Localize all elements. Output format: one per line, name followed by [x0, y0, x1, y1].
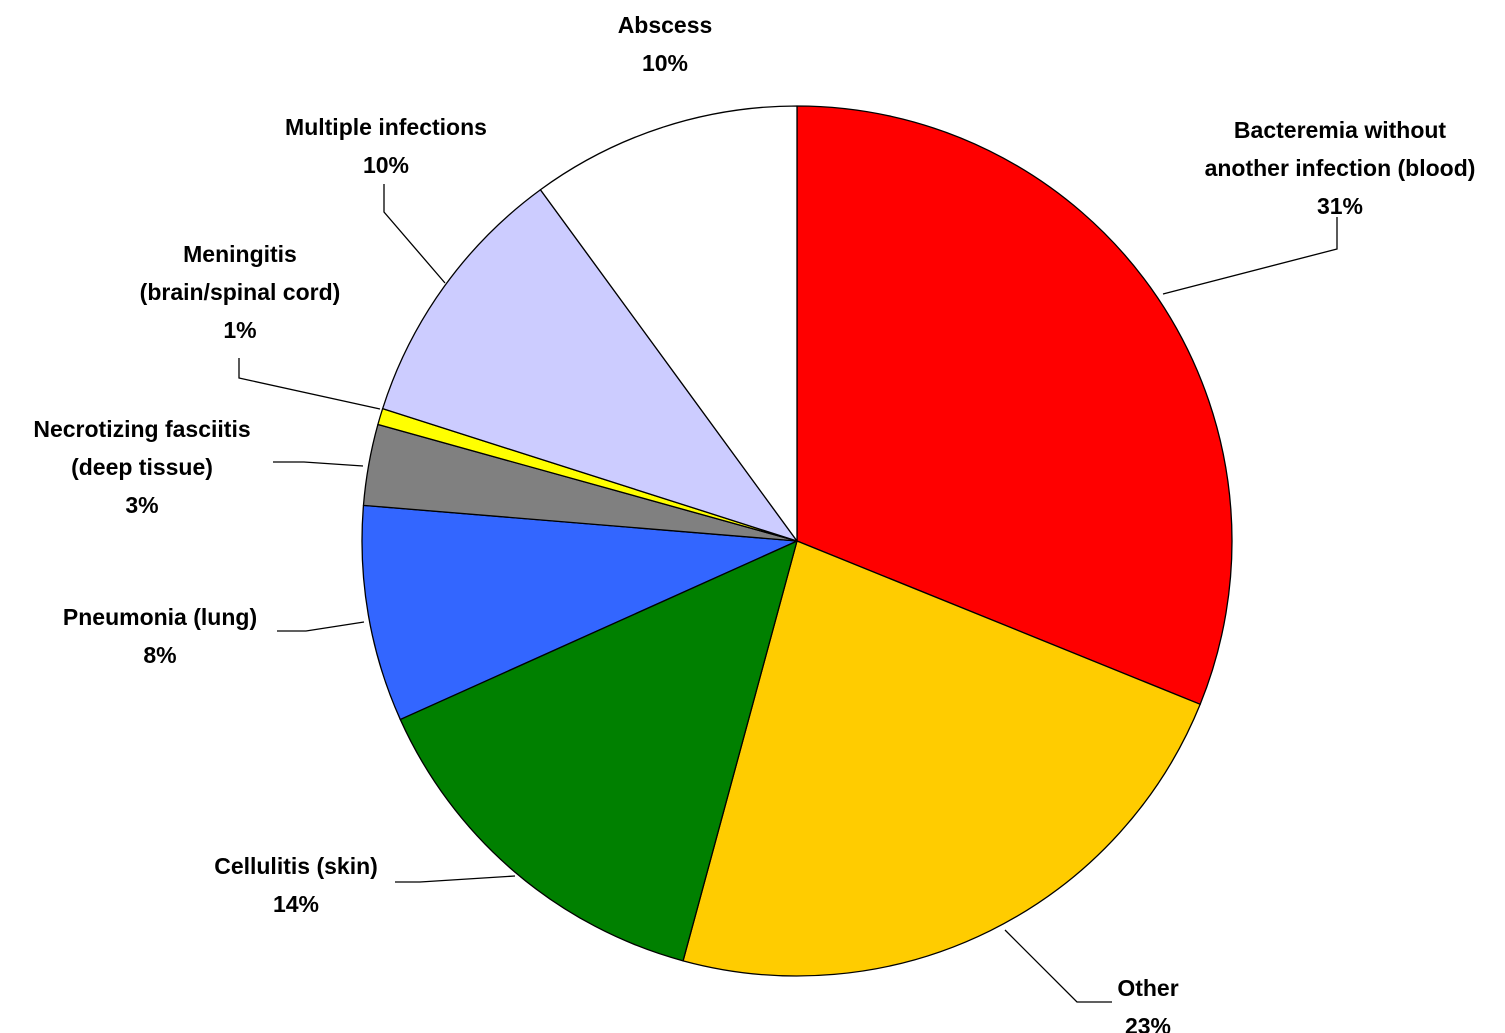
slice-label: Other 23% — [1117, 975, 1178, 1033]
leader-line — [383, 184, 446, 284]
slice-value-label: 23% — [1125, 1013, 1171, 1033]
slice-name-label: Multiple infections — [285, 114, 487, 140]
slice-name-label: (deep tissue) — [71, 454, 213, 480]
leader-line — [238, 358, 381, 410]
slice-value-label: 10% — [642, 50, 688, 76]
slice-name-label: Abscess — [618, 12, 713, 38]
pie-slice — [361, 504, 798, 721]
slice-value-label: 14% — [273, 891, 319, 917]
pie-slice — [682, 540, 1201, 977]
slice-value-label: 10% — [363, 152, 409, 178]
slice-label: Pneumonia (lung) 8% — [63, 604, 257, 668]
slice-label: Multiple infections 10% — [285, 114, 487, 178]
leader-line — [277, 621, 365, 632]
slice-name-label: Pneumonia (lung) — [63, 604, 257, 630]
slice-name-label: Other — [1117, 975, 1178, 1001]
slice-value-label: 8% — [143, 642, 176, 668]
slice-label: Bacteremia without another infection (blo… — [1205, 117, 1476, 219]
slice-value-label: 1% — [223, 317, 256, 343]
leader-lines — [238, 184, 1338, 1003]
leader-line — [1004, 929, 1112, 1003]
slice-label: Meningitis (brain/spinal cord) 1% — [140, 241, 341, 343]
slice-value-label: 3% — [125, 492, 158, 518]
pie-slices — [361, 105, 1233, 977]
slice-labels: Bacteremia without another infection (blo… — [33, 12, 1475, 1033]
slice-label: Necrotizing fasciitis (deep tissue) 3% — [33, 416, 250, 518]
leader-line — [1162, 217, 1338, 295]
pie-slice — [796, 105, 1233, 705]
slice-value-label: 31% — [1317, 193, 1363, 219]
slice-name-label: Necrotizing fasciitis — [33, 416, 250, 442]
pie-slice — [399, 540, 798, 962]
slice-name-label: (brain/spinal cord) — [140, 279, 341, 305]
slice-label: Cellulitis (skin) 14% — [214, 853, 378, 917]
slice-label: Abscess 10% — [618, 12, 713, 76]
slice-name-label: another infection (blood) — [1205, 155, 1476, 181]
slice-name-label: Meningitis — [183, 241, 297, 267]
leader-line — [273, 461, 364, 467]
slice-name-label: Bacteremia without — [1234, 117, 1446, 143]
leader-line — [395, 875, 516, 883]
pie-slice — [539, 105, 798, 542]
slice-name-label: Cellulitis (skin) — [214, 853, 378, 879]
pie-slice — [381, 189, 798, 542]
